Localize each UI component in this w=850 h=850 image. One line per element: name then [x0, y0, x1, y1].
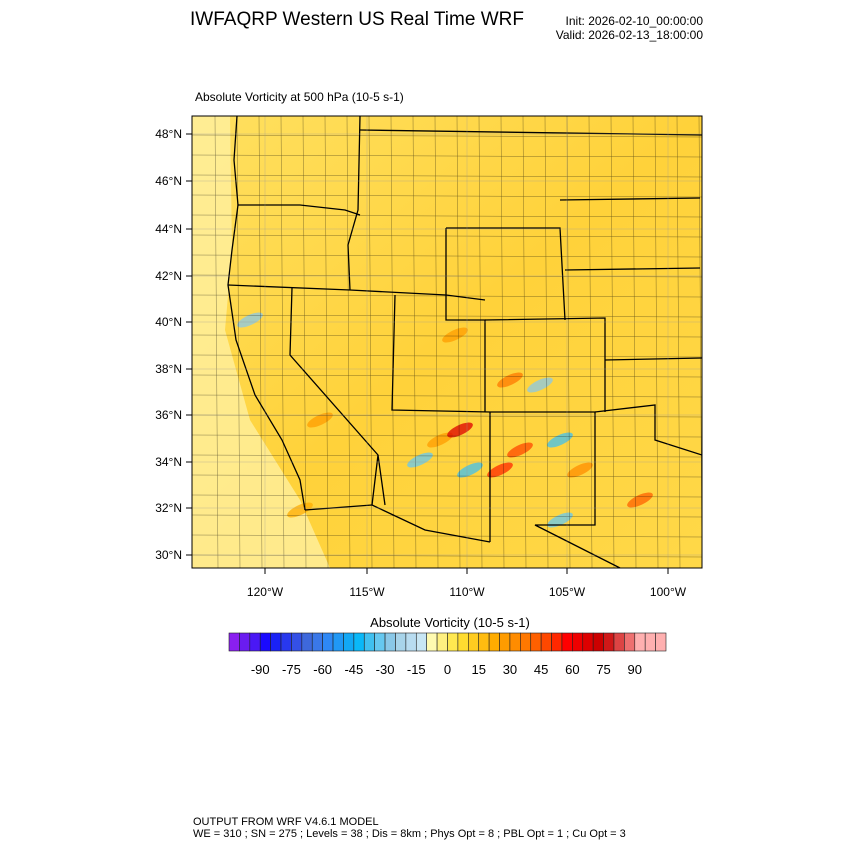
lat-lon-grid [192, 116, 702, 568]
plot-title: IWFAQRP Western US Real Time WRF [190, 9, 524, 30]
colorbar-swatch [249, 632, 261, 652]
colorbar-swatch [499, 632, 511, 652]
colorbar-swatch [384, 632, 396, 652]
colorbar-swatch [363, 632, 375, 652]
colorbar-swatch [343, 632, 355, 652]
colorbar-swatch [603, 632, 615, 652]
colorbar-swatch [415, 632, 427, 652]
colorbar-swatch [592, 632, 604, 652]
colorbar-swatch [280, 632, 292, 652]
colorbar: -90 -75 -60 -45 -30 -15 0 15 30 45 60 75 90 [228, 632, 667, 677]
colorbar-swatch [613, 632, 625, 652]
lon-label: 120°W [247, 585, 284, 599]
colorbar-label: 15 [471, 662, 485, 677]
init-time: Init: 2026-02-10_00:00:00 [565, 14, 703, 28]
lat-label: 30°N [155, 548, 182, 562]
vorticity-feature [447, 422, 473, 438]
colorbar-swatch [634, 632, 646, 652]
colorbar-swatch [353, 632, 365, 652]
vorticity-feature [507, 442, 533, 458]
lat-label: 34°N [155, 455, 182, 469]
lat-label: 48°N [155, 127, 182, 141]
vorticity-feature [527, 377, 553, 393]
model-info: OUTPUT FROM WRF V4.6.1 MODEL [193, 816, 379, 828]
colorbar-swatch [395, 632, 407, 652]
colorbar-swatch [228, 632, 240, 652]
colorbar-swatch [572, 632, 584, 652]
colorbar-swatch [270, 632, 282, 652]
colorbar-swatch [468, 632, 480, 652]
colorbar-swatch [311, 632, 323, 652]
colorbar-swatch [551, 632, 563, 652]
lat-label: 38°N [155, 362, 182, 376]
vorticity-feature [442, 327, 468, 343]
colorbar-swatch [644, 632, 656, 652]
colorbar-swatch [291, 632, 303, 652]
colorbar-swatch [520, 632, 532, 652]
colorbar-swatch [447, 632, 459, 652]
vorticity-feature [407, 452, 433, 468]
colorbar-swatch [332, 632, 344, 652]
map-field [192, 116, 702, 568]
colorbar-label: 60 [565, 662, 579, 677]
model-config: WE = 310 ; SN = 275 ; Levels = 38 ; Dis … [193, 828, 626, 840]
colorbar-swatch [478, 632, 490, 652]
valid-time: Valid: 2026-02-13_18:00:00 [555, 28, 703, 42]
colorbar-label: -30 [376, 662, 395, 677]
vorticity-feature [457, 462, 483, 478]
colorbar-label: -15 [407, 662, 426, 677]
colorbar-swatch [426, 632, 438, 652]
vorticity-feature [427, 432, 453, 448]
map-frame [191, 115, 703, 569]
field-subtitle: Absolute Vorticity at 500 hPa (10-5 s-1) [195, 90, 404, 104]
colorbar-title: Absolute Vorticity (10-5 s-1) [370, 615, 530, 630]
colorbar-swatch [436, 632, 448, 652]
vorticity-feature [307, 412, 333, 428]
colorbar-label: 90 [628, 662, 642, 677]
lon-label: 105°W [549, 585, 586, 599]
colorbar-swatch [405, 632, 417, 652]
vorticity-feature [287, 502, 313, 518]
colorbar-swatch [561, 632, 573, 652]
vorticity-feature [487, 462, 513, 478]
colorbar-label: 75 [596, 662, 610, 677]
colorbar-swatch [322, 632, 334, 652]
colorbar-swatch [239, 632, 251, 652]
lat-label: 36°N [155, 408, 182, 422]
lat-label: 46°N [155, 174, 182, 188]
lon-label: 100°W [650, 585, 687, 599]
lat-label: 32°N [155, 501, 182, 515]
lon-label: 115°W [349, 585, 385, 599]
colorbar-swatch [259, 632, 271, 652]
lat-label: 44°N [155, 222, 182, 236]
colorbar-swatch [457, 632, 469, 652]
lat-label: 42°N [155, 269, 182, 283]
colorbar-label: -60 [313, 662, 332, 677]
colorbar-swatch [488, 632, 500, 652]
vorticity-feature [627, 492, 653, 508]
colorbar-label: -90 [251, 662, 270, 677]
lat-label: 40°N [155, 315, 182, 329]
colorbar-label: 45 [534, 662, 548, 677]
colorbar-label: -45 [344, 662, 363, 677]
vorticity-feature [567, 462, 593, 478]
colorbar-swatch [655, 632, 667, 652]
colorbar-label: 0 [444, 662, 451, 677]
colorbar-swatch [374, 632, 386, 652]
colorbar-label: -75 [282, 662, 301, 677]
lon-label: 110°W [449, 585, 485, 599]
colorbar-swatch [540, 632, 552, 652]
colorbar-swatch [582, 632, 594, 652]
colorbar-swatch [624, 632, 636, 652]
colorbar-swatch [301, 632, 313, 652]
colorbar-swatch [509, 632, 521, 652]
state-boundaries [227, 116, 702, 568]
vorticity-feature [237, 312, 263, 328]
colorbar-label: 30 [503, 662, 517, 677]
colorbar-swatch [530, 632, 542, 652]
